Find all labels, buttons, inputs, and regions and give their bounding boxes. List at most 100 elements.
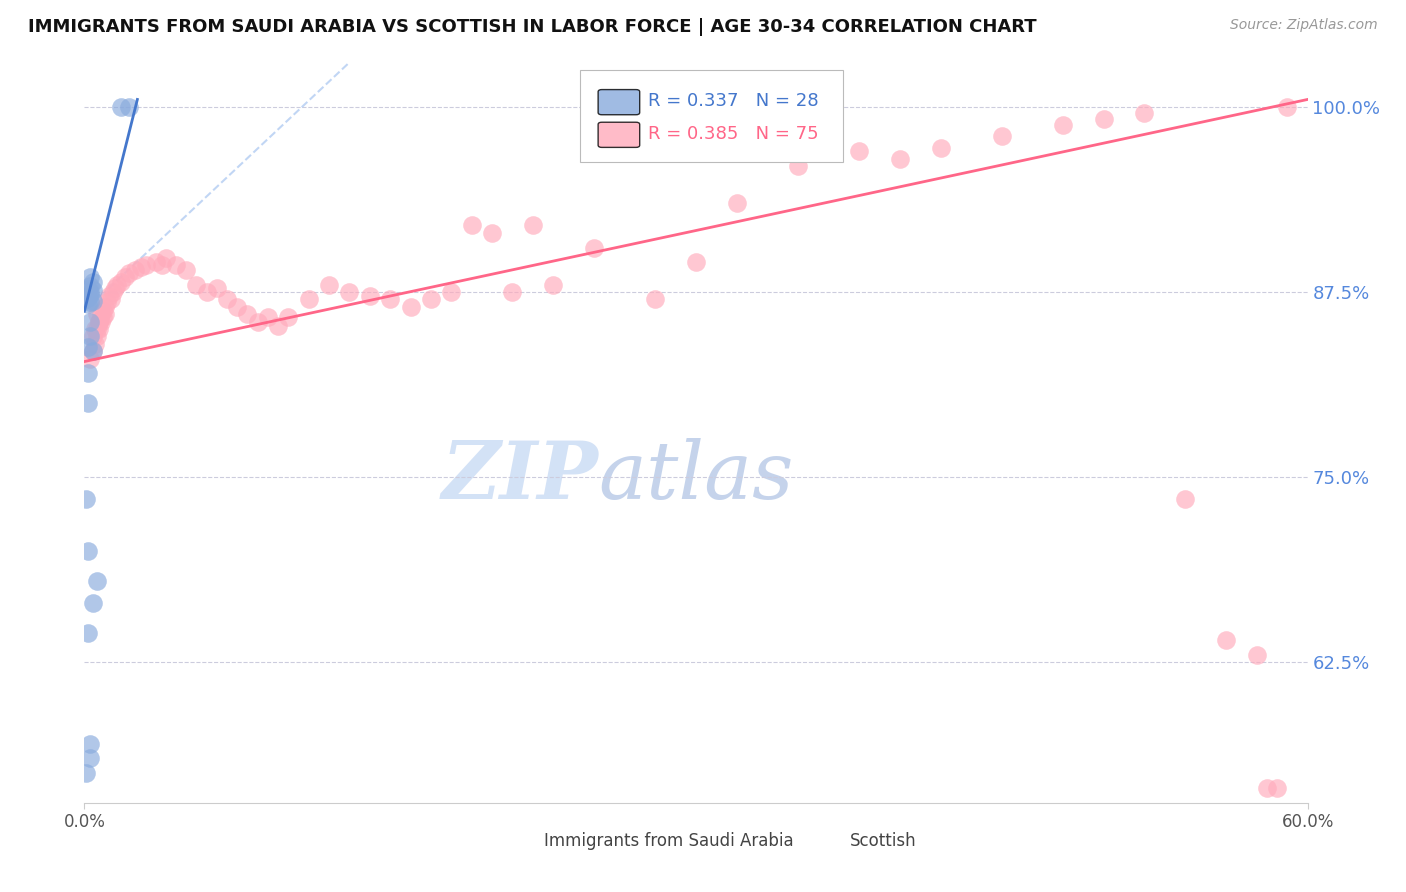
Point	[105, 277, 128, 292]
Point	[1174, 492, 1197, 507]
Point	[339, 285, 361, 299]
Point	[75, 492, 97, 507]
Point	[77, 340, 100, 354]
Point	[298, 293, 321, 307]
Point	[685, 255, 707, 269]
Point	[83, 336, 105, 351]
Point	[118, 100, 141, 114]
Point	[114, 270, 136, 285]
Point	[380, 293, 402, 307]
Point	[440, 285, 463, 299]
Point	[82, 596, 104, 610]
Point	[77, 367, 100, 381]
Point	[97, 289, 120, 303]
Point	[79, 351, 101, 366]
Point	[502, 285, 524, 299]
Point	[522, 219, 544, 233]
FancyBboxPatch shape	[803, 829, 844, 854]
Text: R = 0.385   N = 75: R = 0.385 N = 75	[648, 125, 818, 143]
Point	[725, 196, 748, 211]
Point	[889, 152, 911, 166]
Point	[1265, 780, 1288, 795]
Point	[155, 251, 177, 265]
Point	[86, 574, 108, 588]
Text: atlas: atlas	[598, 438, 793, 516]
Point	[77, 544, 100, 558]
Point	[82, 329, 104, 343]
Point	[150, 258, 173, 272]
Point	[257, 310, 280, 325]
Point	[90, 307, 112, 321]
Point	[929, 141, 952, 155]
Point	[461, 219, 484, 233]
Text: R = 0.337   N = 28: R = 0.337 N = 28	[648, 93, 818, 111]
Point	[1052, 118, 1074, 132]
Point	[205, 280, 228, 294]
Point	[93, 300, 115, 314]
Point	[318, 277, 340, 292]
Point	[131, 260, 153, 274]
Point	[77, 282, 100, 296]
Point	[87, 315, 110, 329]
Point	[543, 277, 565, 292]
Point	[991, 129, 1014, 144]
Point	[86, 307, 108, 321]
Point	[77, 625, 100, 640]
Point	[1215, 632, 1237, 647]
Point	[186, 277, 208, 292]
Point	[195, 285, 218, 299]
Point	[118, 266, 141, 280]
Point	[77, 396, 100, 410]
Point	[1133, 105, 1156, 120]
FancyBboxPatch shape	[496, 829, 538, 854]
Point	[91, 310, 114, 325]
Point	[82, 284, 104, 298]
Point	[145, 255, 167, 269]
Point	[399, 300, 422, 314]
Point	[87, 322, 110, 336]
Point	[75, 293, 97, 307]
Point	[1256, 780, 1278, 795]
Point	[86, 322, 108, 336]
Point	[79, 279, 101, 293]
Point	[481, 226, 503, 240]
Point	[79, 315, 101, 329]
Point	[83, 322, 105, 336]
Point	[82, 344, 104, 359]
Point	[236, 307, 259, 321]
Point	[359, 289, 381, 303]
Point	[420, 293, 443, 307]
Point	[90, 315, 112, 329]
Point	[79, 737, 101, 751]
Point	[96, 295, 118, 310]
Point	[267, 318, 290, 333]
Point	[104, 280, 127, 294]
FancyBboxPatch shape	[598, 122, 640, 147]
Text: Scottish: Scottish	[851, 832, 917, 850]
Point	[82, 275, 104, 289]
Point	[246, 315, 269, 329]
FancyBboxPatch shape	[598, 89, 640, 115]
Point	[77, 297, 100, 311]
Point	[91, 304, 114, 318]
Point	[87, 315, 110, 329]
Point	[82, 293, 104, 308]
Point	[1277, 100, 1299, 114]
Point	[82, 344, 104, 359]
Text: Source: ZipAtlas.com: Source: ZipAtlas.com	[1230, 18, 1378, 32]
Text: ZIP: ZIP	[441, 438, 598, 516]
Point	[644, 293, 666, 307]
Point	[93, 307, 115, 321]
Point	[79, 295, 101, 310]
FancyBboxPatch shape	[579, 70, 842, 162]
Point	[787, 159, 810, 173]
Point	[848, 145, 870, 159]
Point	[79, 329, 101, 343]
Point	[165, 258, 187, 272]
Point	[217, 293, 239, 307]
Point	[110, 275, 132, 289]
Point	[1246, 648, 1268, 662]
Point	[110, 100, 132, 114]
Point	[75, 766, 97, 780]
Point	[86, 329, 108, 343]
